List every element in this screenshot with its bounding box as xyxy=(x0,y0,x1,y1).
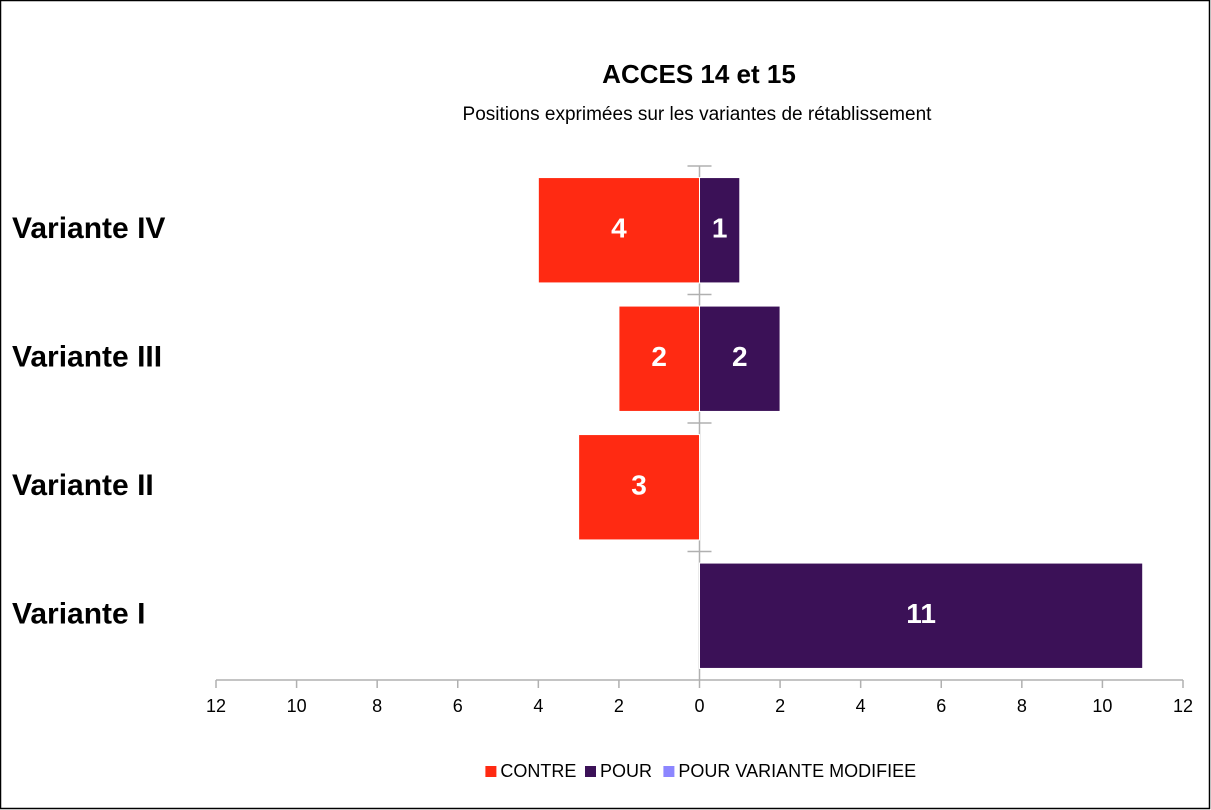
bar xyxy=(699,305,781,412)
x-tick-label: 4 xyxy=(533,696,543,716)
legend-swatch xyxy=(663,766,675,777)
value-label: 1 xyxy=(712,213,728,244)
category-label: Variante I xyxy=(12,598,145,631)
value-label: 11 xyxy=(906,598,936,629)
chart-title: ACCES 14 et 15 xyxy=(602,59,796,89)
legend-swatch xyxy=(585,766,596,777)
bar xyxy=(699,177,741,284)
category-label: Variante III xyxy=(12,341,162,374)
legend-label: CONTRE xyxy=(500,761,576,781)
value-label: 2 xyxy=(732,341,748,372)
x-tick-label: 8 xyxy=(1017,696,1027,716)
x-tick-label: 12 xyxy=(206,696,226,716)
bar xyxy=(618,305,701,412)
category-label: Variante IV xyxy=(12,212,165,245)
chart-subtitle: Positions exprimées sur les variantes de… xyxy=(463,104,933,125)
x-tick-label: 6 xyxy=(453,696,463,716)
bar xyxy=(578,434,700,541)
x-tick-label: 2 xyxy=(775,696,785,716)
x-tick-label: 12 xyxy=(1173,696,1193,716)
value-label: 4 xyxy=(611,213,627,244)
bar xyxy=(699,562,1144,669)
x-tick-label: 8 xyxy=(372,696,382,716)
x-tick-label: 2 xyxy=(614,696,624,716)
x-tick-label: 0 xyxy=(694,696,704,716)
legend-label: POUR VARIANTE MODIFIEE xyxy=(678,761,916,781)
x-tick-label: 10 xyxy=(287,696,307,716)
x-tick-label: 10 xyxy=(1092,696,1112,716)
value-label: 2 xyxy=(651,341,667,372)
legend-swatch xyxy=(485,766,497,777)
legend-label: POUR xyxy=(600,761,652,781)
category-label: Variante II xyxy=(12,469,154,502)
x-tick-label: 6 xyxy=(936,696,946,716)
x-tick-label: 4 xyxy=(856,696,866,716)
value-label: 3 xyxy=(631,470,647,501)
bar xyxy=(537,177,700,284)
